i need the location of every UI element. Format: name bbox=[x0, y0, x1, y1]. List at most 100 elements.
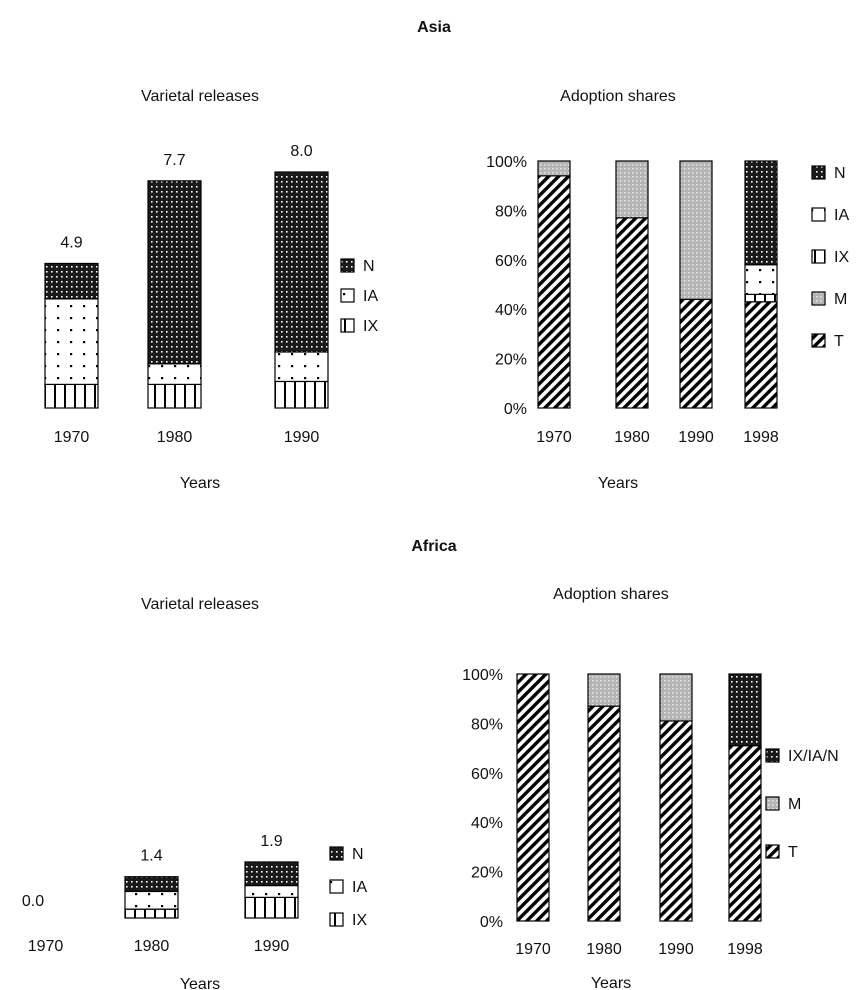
legend-label-n: N bbox=[834, 165, 846, 182]
x-tick-label: 1970 bbox=[515, 941, 551, 958]
x-tick-label: 1980 bbox=[586, 941, 622, 958]
legend-swatch-t bbox=[765, 844, 780, 859]
bar-total-label: 1.4 bbox=[140, 848, 162, 865]
region-title-asia: Asia bbox=[417, 19, 451, 36]
legend-swatch-ix bbox=[329, 912, 344, 927]
legend-swatch-ia bbox=[340, 288, 355, 303]
x-tick-label: 1990 bbox=[678, 429, 714, 446]
bar-1990-t bbox=[679, 298, 713, 409]
legend-label-ia: IA bbox=[352, 879, 367, 896]
bar-1980-t bbox=[615, 217, 649, 409]
asia-varietal-releases-chart: Varietal releases Years 1970 4.9 1980 7.7 1990… bbox=[44, 88, 378, 492]
bar-1998-ix bbox=[744, 293, 778, 303]
bar-1990-ia bbox=[244, 884, 299, 898]
x-tick-label: 1970 bbox=[28, 938, 64, 955]
bar-1990-m bbox=[679, 160, 713, 300]
chart-subtitle: Varietal releases bbox=[141, 88, 259, 105]
bar-1980-ia bbox=[147, 363, 202, 385]
legend-label-n: N bbox=[352, 846, 364, 863]
x-axis-label: Years bbox=[598, 475, 638, 492]
bar-1990-n bbox=[244, 861, 299, 887]
bar-1980-m bbox=[587, 673, 621, 707]
y-tick-label: 100% bbox=[462, 667, 503, 684]
legend-swatch-m bbox=[765, 796, 780, 811]
bar-1970-ia bbox=[44, 298, 99, 386]
y-tick-label: 20% bbox=[495, 352, 527, 369]
bar-1970-t bbox=[537, 175, 571, 409]
legend-label-ia: IA bbox=[363, 288, 378, 305]
bar-1998-t bbox=[744, 301, 778, 409]
x-axis-label: Years bbox=[180, 976, 220, 990]
legend-swatch-ix bbox=[811, 249, 826, 264]
bar-1970-t bbox=[516, 673, 550, 922]
chart-subtitle: Adoption shares bbox=[553, 586, 669, 603]
x-tick-label: 1990 bbox=[658, 941, 694, 958]
legend-swatch-ia bbox=[811, 207, 826, 222]
legend-label-ix-ia-n: IX/IA/N bbox=[788, 748, 839, 765]
bar-1990-m bbox=[659, 673, 693, 722]
x-tick-label: 1970 bbox=[54, 429, 90, 446]
x-tick-label: 1980 bbox=[614, 429, 650, 446]
legend-label-t: T bbox=[834, 333, 844, 350]
chart-subtitle: Adoption shares bbox=[560, 88, 676, 105]
y-tick-label: 0% bbox=[504, 401, 527, 418]
x-axis-label: Years bbox=[591, 975, 631, 990]
bar-1998-n bbox=[744, 160, 778, 266]
bar-total-label: 8.0 bbox=[290, 143, 312, 160]
x-tick-label: 1998 bbox=[743, 429, 779, 446]
bar-1980-m bbox=[615, 160, 649, 219]
bar-1980-t bbox=[587, 705, 621, 922]
asia-adoption-shares-chart: Adoption shares Years 0% 20% 40% 60% 80% 100% 19… bbox=[486, 88, 849, 492]
legend-label-ix: IX bbox=[363, 318, 378, 335]
africa-varietal-releases-chart: Varietal releases Years 1970 0.0 1980 1.4 1990… bbox=[22, 596, 368, 990]
x-tick-label: 1970 bbox=[536, 429, 572, 446]
legend-label-ix: IX bbox=[352, 912, 367, 929]
x-tick-label: 1998 bbox=[727, 941, 763, 958]
legend-label-m: M bbox=[788, 796, 801, 813]
legend-label-ia: IA bbox=[834, 207, 849, 224]
region-title-africa: Africa bbox=[411, 538, 456, 555]
bar-1998-t bbox=[728, 745, 762, 922]
y-tick-label: 100% bbox=[486, 154, 527, 171]
x-tick-label: 1990 bbox=[254, 938, 290, 955]
x-tick-label: 1980 bbox=[157, 429, 193, 446]
africa-adoption-shares-chart: Adoption shares Years 0% 20% 40% 60% 80% 100% 19… bbox=[462, 586, 839, 990]
y-tick-label: 60% bbox=[471, 766, 503, 783]
bar-1990-ix bbox=[274, 380, 329, 409]
bar-1980-ix bbox=[124, 908, 179, 919]
chart-subtitle: Varietal releases bbox=[141, 596, 259, 613]
bar-1990-n bbox=[274, 171, 329, 353]
y-tick-label: 60% bbox=[495, 253, 527, 270]
legend-swatch-m bbox=[811, 291, 826, 306]
bar-total-label: 0.0 bbox=[22, 893, 44, 910]
legend-swatch-t bbox=[811, 333, 826, 348]
bar-1970-ix bbox=[44, 383, 99, 409]
legend-swatch-n bbox=[811, 165, 826, 180]
legend-swatch-ia bbox=[329, 879, 344, 894]
x-tick-label: 1980 bbox=[134, 938, 170, 955]
bar-1980-ia bbox=[124, 890, 179, 910]
legend-label-t: T bbox=[788, 844, 798, 861]
bar-total-label: 4.9 bbox=[60, 234, 82, 251]
bar-1970-n bbox=[44, 262, 99, 300]
bar-1980-n bbox=[147, 180, 202, 365]
y-tick-label: 20% bbox=[471, 865, 503, 882]
x-tick-label: 1990 bbox=[284, 429, 320, 446]
legend-label-m: M bbox=[834, 291, 847, 308]
bar-total-label: 1.9 bbox=[260, 833, 282, 850]
bar-1990-t bbox=[659, 720, 693, 922]
legend-swatch-n bbox=[340, 258, 355, 273]
y-tick-label: 40% bbox=[471, 815, 503, 832]
y-tick-label: 80% bbox=[471, 716, 503, 733]
bar-total-label: 7.7 bbox=[163, 152, 185, 169]
bar-1980-n bbox=[124, 876, 179, 893]
bar-1970-m bbox=[537, 160, 571, 177]
y-tick-label: 40% bbox=[495, 302, 527, 319]
bar-1990-ia bbox=[274, 351, 329, 383]
x-axis-label: Years bbox=[180, 475, 220, 492]
legend-label-ix: IX bbox=[834, 249, 849, 266]
legend-swatch-ix-ia-n bbox=[765, 748, 780, 763]
bar-1998-ia bbox=[744, 264, 778, 295]
legend-label-n: N bbox=[363, 258, 375, 275]
